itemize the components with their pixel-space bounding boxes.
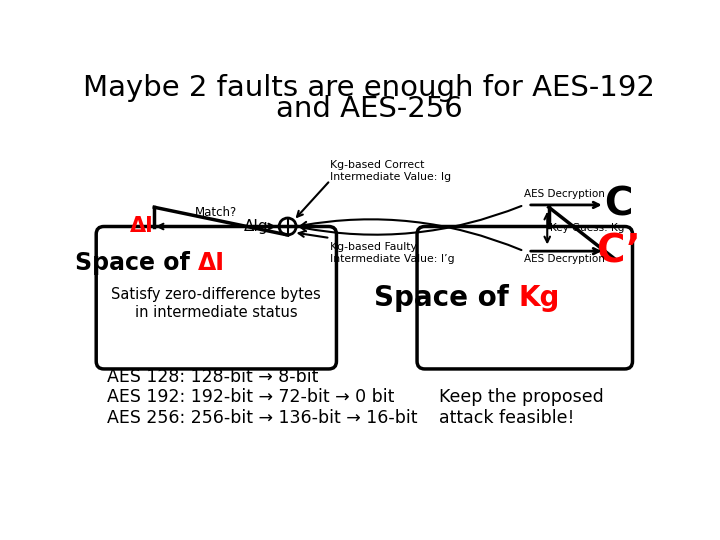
FancyBboxPatch shape bbox=[96, 226, 336, 369]
Text: Kg: Kg bbox=[519, 284, 560, 312]
Text: ΔI: ΔI bbox=[198, 252, 225, 275]
Text: attack feasible!: attack feasible! bbox=[438, 409, 574, 427]
Text: C: C bbox=[604, 186, 633, 224]
Text: Kg-based Correct
Intermediate Value: Ig: Kg-based Correct Intermediate Value: Ig bbox=[330, 160, 451, 182]
Text: Maybe 2 faults are enough for AES-192: Maybe 2 faults are enough for AES-192 bbox=[83, 74, 655, 102]
Text: AES Decryption: AES Decryption bbox=[524, 254, 605, 264]
Text: Match?: Match? bbox=[195, 206, 237, 219]
Text: Kg-based Faulty
Intermediate Value: I’g: Kg-based Faulty Intermediate Value: I’g bbox=[330, 242, 455, 264]
Text: AES Decryption: AES Decryption bbox=[524, 189, 605, 199]
Text: Keep the proposed: Keep the proposed bbox=[438, 388, 603, 407]
Text: and AES-256: and AES-256 bbox=[276, 94, 462, 123]
Text: Satisfy zero-difference bytes
in intermediate status: Satisfy zero-difference bytes in interme… bbox=[112, 287, 321, 320]
FancyBboxPatch shape bbox=[417, 226, 632, 369]
Text: AES 192: 192-bit → 72-bit → 0 bit: AES 192: 192-bit → 72-bit → 0 bit bbox=[107, 388, 395, 407]
Text: Key Guess: Kg: Key Guess: Kg bbox=[550, 223, 625, 233]
Text: Space of: Space of bbox=[75, 252, 198, 275]
Text: ΔIg: ΔIg bbox=[244, 219, 269, 234]
Text: Space of: Space of bbox=[374, 284, 519, 312]
Text: AES 128: 128-bit → 8-bit: AES 128: 128-bit → 8-bit bbox=[107, 368, 318, 386]
Text: C’: C’ bbox=[596, 232, 641, 270]
Text: ΔI: ΔI bbox=[130, 217, 154, 237]
Text: AES 256: 256-bit → 136-bit → 16-bit: AES 256: 256-bit → 136-bit → 16-bit bbox=[107, 409, 418, 427]
